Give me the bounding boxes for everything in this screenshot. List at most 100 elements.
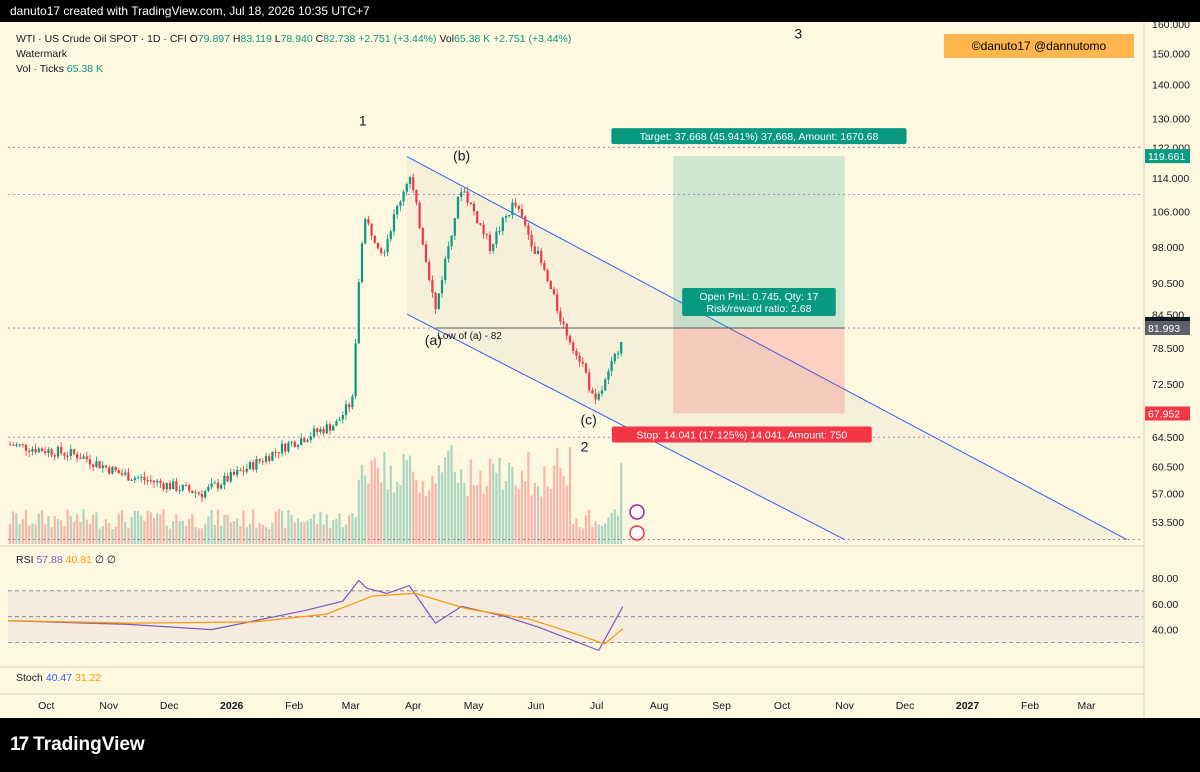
candle-body <box>85 456 88 460</box>
candle-body <box>255 459 258 470</box>
volume-bar <box>572 524 575 544</box>
candle-body <box>60 446 63 454</box>
candle-body <box>271 451 274 461</box>
stoch-k-value: 40.47 <box>45 672 73 684</box>
lightning-icon <box>629 504 645 520</box>
candle-body <box>466 191 469 203</box>
rsi-label[interactable]: RSI <box>16 554 34 566</box>
volume-bar <box>306 520 309 544</box>
candle-body <box>610 361 613 372</box>
candle-body <box>223 475 226 485</box>
price-tag-bg <box>1145 406 1190 421</box>
legend-vol-ticks-label[interactable]: Vol · Ticks <box>16 63 64 75</box>
volume-bar <box>274 511 277 544</box>
candle-body <box>159 480 162 484</box>
stop-zone <box>673 328 845 414</box>
price-tick-label: 57.000 <box>1152 488 1184 500</box>
rsi-line <box>7 579 624 652</box>
candle-body <box>287 442 290 452</box>
candle-body <box>239 469 242 471</box>
volume-bar <box>504 480 508 544</box>
volume-bar <box>149 512 152 544</box>
candle-body <box>268 456 271 461</box>
price-tick-label: 106.000 <box>1152 206 1190 218</box>
volume-bar <box>261 524 264 544</box>
candle-body <box>117 470 120 474</box>
legend-vol-ticks: 65.38 K <box>66 63 103 75</box>
volume-bar <box>591 526 594 544</box>
stoch-label[interactable]: Stoch <box>16 672 43 684</box>
volume-bar <box>114 526 117 544</box>
candle-body <box>261 461 264 463</box>
candle-body <box>412 177 415 190</box>
candle-body <box>172 481 175 490</box>
time-tick-label: May <box>464 700 485 712</box>
volume-bar <box>469 459 472 544</box>
candle-body <box>408 177 412 185</box>
volume-bar <box>546 486 549 544</box>
candle-body <box>344 404 348 416</box>
candle-body <box>389 231 392 240</box>
volume-bar <box>85 519 88 544</box>
volume-bar <box>325 514 328 544</box>
candle-body <box>15 444 18 446</box>
volume-bar <box>501 489 504 544</box>
volume-bar <box>53 516 56 544</box>
tradingview-logo[interactable]: 17 TradingView <box>10 734 145 756</box>
volume-bar <box>146 510 149 544</box>
flag-icon <box>629 525 645 541</box>
candle-body <box>562 321 565 324</box>
candle-body <box>399 201 402 206</box>
candle-body <box>469 202 472 204</box>
volume-bar <box>581 528 584 544</box>
volume-bar <box>69 516 72 544</box>
candle-body <box>175 481 178 491</box>
candle-body <box>447 246 450 259</box>
legend-symbol[interactable]: WTI · US Crude Oil SPOT · 1D · CFI <box>16 33 187 45</box>
candle-body <box>418 202 421 229</box>
candle-body <box>376 242 380 249</box>
candle-body <box>210 483 213 487</box>
candle-body <box>450 235 453 247</box>
candle-body <box>21 444 24 446</box>
legend-watermark[interactable]: Watermark <box>16 48 67 60</box>
candle-body <box>332 425 335 431</box>
volume-group <box>8 445 623 544</box>
stop-label-text: Stop: 14.041 (17.125%) 14,041, Amount: 7… <box>636 429 847 441</box>
volume-bar <box>242 510 245 544</box>
candle-body <box>242 470 245 472</box>
volume-bar <box>498 457 501 544</box>
volume-bar <box>130 516 133 544</box>
volume-bar <box>162 509 165 544</box>
credit-box: ©danuto17 @dannutomo <box>944 34 1134 58</box>
stop-label-bg <box>611 426 872 443</box>
volume-bar <box>383 452 386 544</box>
volume-bar <box>562 476 565 544</box>
candle-body <box>95 461 98 467</box>
volume-bar <box>63 526 66 544</box>
price-tag-label: 81.993 <box>1148 323 1180 335</box>
volume-bar <box>117 513 120 544</box>
time-tick-label: Apr <box>405 700 422 712</box>
candle-body <box>236 469 239 475</box>
legend-open: 79.897 <box>197 33 230 45</box>
stoch-d-value: 31.22 <box>74 672 102 684</box>
volume-bar <box>456 482 460 544</box>
volume-bar <box>216 509 220 544</box>
candle-body <box>322 428 325 434</box>
chart-svg[interactable]: 160.000150.000140.000130.000122.000114.0… <box>0 22 1200 718</box>
chart-frame[interactable]: 160.000 150.000 140.000 130.000 122.000 114.0… <box>0 22 1200 718</box>
candle-body <box>348 404 351 408</box>
volume-bar <box>492 463 495 544</box>
volume-bar <box>613 509 616 544</box>
volume-bar <box>488 458 492 544</box>
volume-bar <box>44 524 47 544</box>
volume-bar <box>517 489 520 544</box>
candle-body <box>69 449 72 457</box>
target-label-bg <box>611 128 907 145</box>
legend-vol: 65.38 K <box>454 33 491 45</box>
candle-body <box>274 451 277 453</box>
candle-body <box>575 350 578 356</box>
volume-bar <box>575 518 578 544</box>
created-by-text: danuto17 created with TradingView.com, J… <box>10 4 370 18</box>
